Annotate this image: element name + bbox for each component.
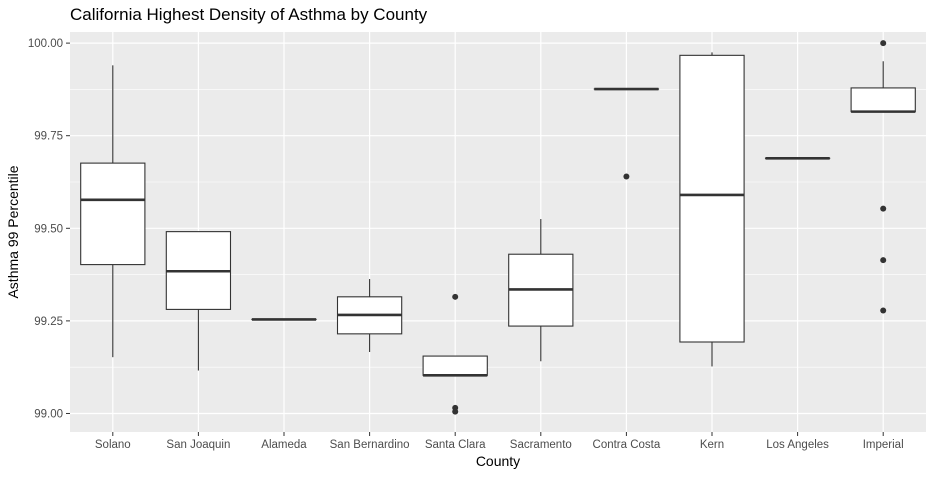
x-tick-label: San Joaquin — [166, 439, 230, 451]
box-san-joaquin — [165, 231, 232, 371]
outlier-point — [880, 257, 887, 264]
x-tick-label: Los Angeles — [766, 439, 829, 451]
box-contra-costa — [593, 87, 660, 180]
x-tick-label: Kern — [700, 439, 724, 451]
y-tick-label: 99.50 — [34, 223, 63, 235]
outlier-point — [880, 205, 887, 212]
iqr-box — [850, 87, 916, 113]
y-axis: 99.00 99.25 99.50 99.75 100.00 — [28, 38, 70, 420]
x-axis-title: County — [476, 453, 520, 469]
x-tick-label: Solano — [95, 439, 131, 451]
box-imperial — [850, 40, 916, 314]
iqr-box — [422, 355, 488, 376]
outlier-point — [880, 307, 887, 314]
box-kern — [679, 52, 745, 367]
outlier-point — [623, 173, 630, 180]
x-axis: Solano San Joaquin Alameda San Bernardino Sa… — [95, 432, 904, 451]
box-san-bernardino — [336, 279, 403, 352]
x-tick-label: Alameda — [261, 439, 307, 451]
iqr-box — [679, 54, 745, 343]
box-santa-clara — [422, 293, 488, 415]
x-tick-label: Santa Clara — [425, 439, 486, 451]
y-tick-label: 99.00 — [34, 408, 63, 420]
outlier-point — [452, 408, 459, 415]
boxes-layer — [80, 40, 916, 415]
iqr-box — [80, 162, 146, 266]
y-tick-label: 99.25 — [34, 316, 63, 328]
outlier-point — [452, 293, 459, 300]
y-tick-label: 100.00 — [28, 38, 63, 50]
outlier-point — [880, 40, 887, 47]
x-tick-label: San Bernardino — [330, 439, 410, 451]
x-tick-label: Imperial — [863, 439, 904, 451]
x-tick-label: Sacramento — [510, 439, 572, 451]
x-tick-label: Contra Costa — [593, 439, 661, 451]
box-sacramento — [508, 219, 574, 362]
y-tick-label: 99.75 — [34, 131, 63, 143]
box-solano — [80, 65, 146, 358]
chart-title: California Highest Density of Asthma by … — [70, 5, 428, 24]
y-axis-title: Asthma 99 Percentile — [5, 165, 21, 298]
